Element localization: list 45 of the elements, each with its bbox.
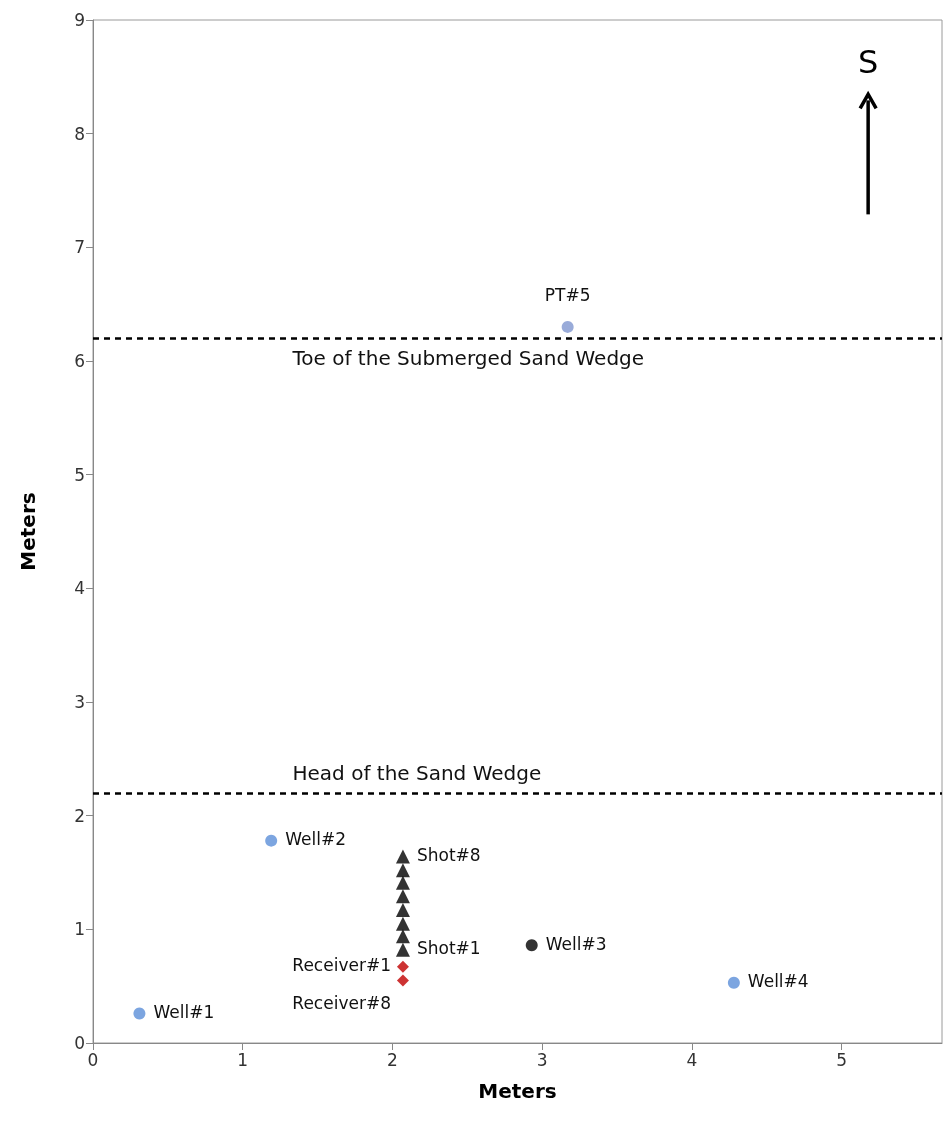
annotation: Well#1 [153,1001,215,1022]
x-axis-title: Meters [478,1079,557,1103]
point [265,834,278,847]
y-tick-label: 0 [74,1033,85,1053]
annotation: S [857,43,879,82]
y-tick-label: 7 [74,237,85,258]
point [395,849,410,864]
point [395,916,410,931]
annotation: Shot#1 [416,938,481,959]
y-tick-label: 4 [74,578,85,599]
point [395,942,410,957]
x-tick-label: 2 [387,1049,398,1070]
annotation: Well#2 [285,829,346,850]
y-tick-label: 1 [74,919,85,940]
point [396,974,409,987]
annotation: PT#5 [544,285,591,306]
point [395,929,410,944]
point [727,976,740,989]
point [396,960,409,973]
y-tick-label: 9 [74,10,85,30]
point [525,939,538,952]
x-tick-label: 0 [87,1049,99,1070]
y-tick-label: 6 [74,351,85,371]
y-tick-label: 3 [74,692,85,712]
x-tick-label: 1 [237,1049,249,1070]
y-axis-title: Meters [16,492,40,571]
point [133,1007,146,1020]
annotation: Shot#8 [416,845,481,866]
ref-line-label: Toe of the Submerged Sand Wedge [291,346,645,371]
point [395,875,410,890]
x-tick-label: 5 [836,1049,848,1070]
ref-line-label: Head of the Sand Wedge [292,760,542,785]
annotation: Well#3 [545,933,607,954]
point [395,903,410,918]
point [395,863,410,878]
annotation: Receiver#1 [292,955,391,976]
x-tick-label: 3 [536,1049,548,1070]
point [561,320,574,333]
annotation: Receiver#8 [292,992,391,1013]
x-tick-label: 4 [686,1049,698,1070]
y-tick-label: 8 [74,123,85,144]
y-tick-label: 5 [74,464,85,485]
y-tick-label: 2 [74,805,85,826]
point [395,889,410,904]
annotation: Well#4 [747,971,809,992]
